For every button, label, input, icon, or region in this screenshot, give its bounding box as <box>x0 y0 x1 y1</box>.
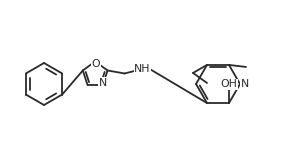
Text: NH: NH <box>134 65 151 75</box>
Text: N: N <box>241 79 249 89</box>
Text: OH: OH <box>221 79 237 89</box>
Text: O: O <box>92 59 100 69</box>
Text: N: N <box>99 78 107 88</box>
